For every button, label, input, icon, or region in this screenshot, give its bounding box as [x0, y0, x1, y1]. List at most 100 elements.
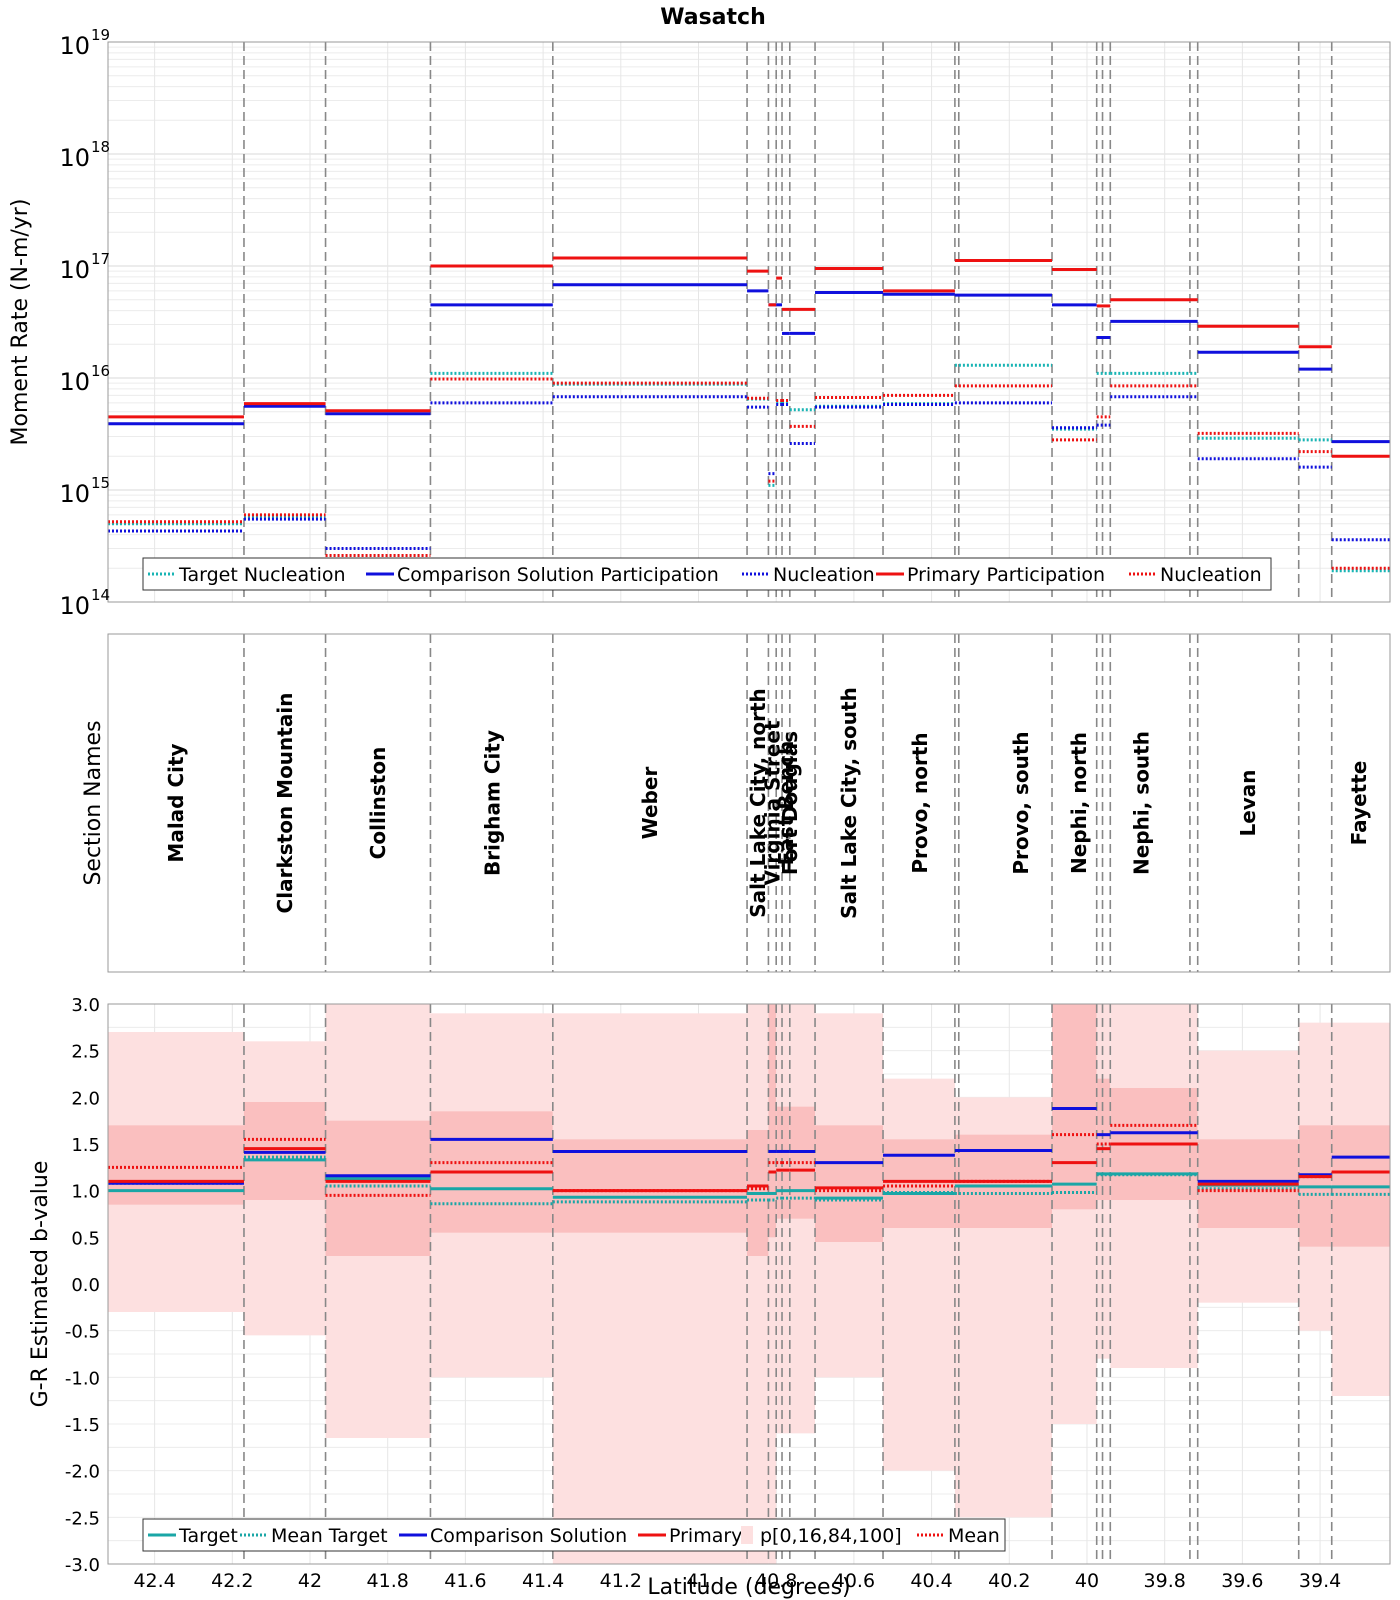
moment-y-tick-label: 10 — [59, 32, 90, 60]
bvalue-y-tick-label: -3.0 — [65, 1555, 100, 1576]
bvalue-y-ticks: -3.0 -2.5 -2.0 -1.5 -1.0 -0.5 0.0 0.5 1.0 1.5 2.0 2… — [65, 995, 100, 1576]
x-tick-label: 40.8 — [755, 1570, 797, 1592]
x-tick-label: 41.8 — [367, 1570, 409, 1592]
percentile-inner-band — [108, 1125, 244, 1205]
legend-label-primary-nucleation: Nucleation — [1160, 564, 1262, 586]
bvalue-y-tick-label: 1.0 — [71, 1182, 100, 1203]
section-label: Fayette — [1347, 761, 1371, 846]
percentile-inner-band — [815, 1125, 884, 1242]
moment-y-axis-label: Moment Rate (N-m/yr) — [8, 199, 33, 446]
percentile-outer-band — [768, 1004, 777, 1564]
percentile-outer-band — [883, 1078, 955, 1471]
bvalue-y-tick-label: 1.5 — [71, 1135, 100, 1156]
bvalue-y-tick-label: -2.5 — [65, 1508, 100, 1529]
legend-label-primary: Primary — [669, 1525, 742, 1547]
x-tick-label: 39.8 — [1144, 1570, 1186, 1592]
section-label: Clarkston Mountain — [273, 693, 297, 914]
chart-title: Wasatch — [660, 5, 766, 30]
sections-y-axis-label: Section Names — [81, 720, 106, 885]
section-label: Virginia Street — [760, 720, 784, 886]
legend-label-mean: Mean — [948, 1525, 1000, 1547]
bvalue-y-tick-label: 2.0 — [71, 1088, 100, 1109]
moment-gridlines — [108, 42, 1390, 603]
x-axis-label: Latitude (degrees) — [647, 1575, 850, 1600]
legend-label-comparison-solution: Comparison Solution — [430, 1525, 627, 1547]
section-label: Fort Douglas — [778, 731, 802, 875]
percentile-outer-band — [789, 1004, 816, 1434]
sections-panel-background — [108, 634, 1390, 972]
x-tick-label: 40.2 — [988, 1570, 1030, 1592]
x-tick-label: 40 — [1075, 1570, 1099, 1592]
bvalue-legend: Target Mean Target Comparison Solution P… — [142, 1518, 1006, 1552]
moment-series — [108, 256, 1390, 573]
legend-label-mean-target: Mean Target — [271, 1525, 388, 1547]
bvalue-y-tick-label: -1.0 — [65, 1368, 100, 1389]
bvalue-y-tick-label: -2.0 — [65, 1462, 100, 1483]
bvalue-y-axis-label: G-R Estimated b-value — [28, 1161, 53, 1408]
bvalue-y-tick-label: 2.5 — [71, 1042, 100, 1063]
percentile-outer-band — [747, 1004, 769, 1564]
bvalue-y-tick-label: 0.0 — [71, 1275, 100, 1296]
section-label: Provo, north — [908, 732, 932, 873]
legend-label-primary-participation: Primary Participation — [907, 564, 1105, 586]
percentile-bands — [108, 1004, 1390, 1564]
legend-label-comparison-participation: Comparison Solution Participation — [397, 564, 719, 586]
percentile-inner-band — [883, 1139, 955, 1228]
x-tick-label: 42.2 — [211, 1570, 253, 1592]
section-label: Provo, south — [1009, 731, 1033, 874]
legend-label-target: Target — [178, 1525, 238, 1547]
section-labels: Malad City Clarkston Mountain Collinston Br… — [164, 687, 1371, 919]
section-label: Salt Lake City, south — [837, 687, 861, 919]
moment-legend: Target Nucleation Comparison Solution Pa… — [142, 557, 1272, 591]
legend-swatch-percentiles — [741, 1526, 753, 1544]
moment-y-tick-exponent: 19 — [91, 26, 110, 44]
moment-panel-frame — [107, 41, 1391, 603]
x-tick-label: 41.2 — [600, 1570, 642, 1592]
percentile-inner-band — [552, 1139, 748, 1233]
legend-label-target-nucleation: Target Nucleation — [178, 564, 346, 586]
section-label: Levan — [1236, 769, 1260, 836]
section-label: Malad City — [164, 743, 188, 862]
moment-y-tick-exponent: 16 — [91, 362, 110, 380]
moment-y-tick-label: 10 — [59, 480, 90, 508]
x-ticks: 42.4 42.2 42 41.8 41.6 41.4 41.2 41 40.8 40.6 40.4… — [133, 1570, 1341, 1592]
section-label: Collinston — [366, 747, 390, 860]
bvalue-y-tick-label: -1.5 — [65, 1415, 100, 1436]
moment-y-tick-exponent: 14 — [91, 586, 110, 604]
x-tick-label: 41.6 — [444, 1570, 486, 1592]
bvalue-series — [108, 1107, 1390, 1206]
percentile-inner-band — [782, 1106, 790, 1219]
moment-y-tick-label: 10 — [59, 592, 90, 620]
section-label: Nephi, north — [1067, 732, 1091, 874]
percentile-inner-band — [768, 1004, 777, 1238]
moment-y-tick-label: 10 — [59, 144, 90, 172]
moment-y-tick-exponent: 17 — [91, 250, 110, 268]
bvalue-y-tick-label: -0.5 — [65, 1322, 100, 1343]
x-tick-label: 42.4 — [133, 1570, 175, 1592]
section-label: East Bench — [774, 741, 798, 866]
percentile-outer-band — [776, 1004, 783, 1434]
percentile-outer-band — [552, 1013, 748, 1564]
section-label: Nephi, south — [1129, 731, 1153, 875]
percentile-inner-band — [1052, 1004, 1097, 1210]
moment-y-tick-exponent: 15 — [91, 474, 110, 492]
legend-label-comparison-nucleation: Nucleation — [773, 564, 875, 586]
x-tick-label: 40.6 — [833, 1570, 875, 1592]
x-tick-label: 39.4 — [1299, 1570, 1341, 1592]
x-tick-label: 41.4 — [522, 1570, 564, 1592]
bvalue-panel-frame — [107, 1003, 1391, 1565]
x-tick-label: 41 — [686, 1570, 710, 1592]
percentile-inner-band — [776, 1106, 783, 1219]
x-tick-label: 42 — [298, 1570, 322, 1592]
percentile-outer-band — [782, 1004, 790, 1434]
section-label: Brigham City — [481, 730, 505, 876]
moment-y-tick-label: 10 — [59, 256, 90, 284]
moment-y-tick-label: 10 — [59, 368, 90, 396]
percentile-inner-band — [325, 1120, 431, 1256]
x-tick-label: 40.4 — [910, 1570, 952, 1592]
section-label: Weber — [638, 767, 662, 840]
percentile-inner-band — [1096, 1078, 1111, 1200]
sections-panel-frame — [107, 633, 1391, 973]
